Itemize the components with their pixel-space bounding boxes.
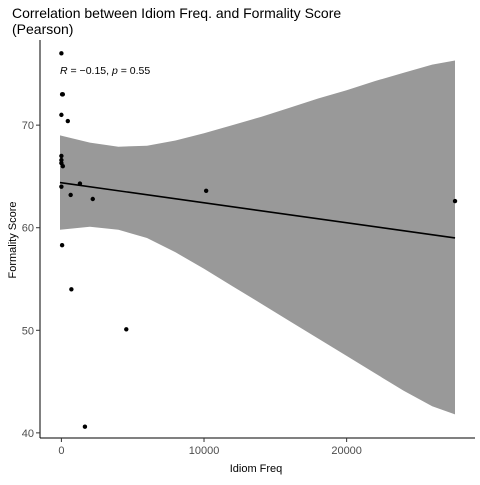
data-point <box>60 163 66 169</box>
x-tick-label: 20000 <box>331 445 362 457</box>
data-point <box>60 92 66 97</box>
regression-line-layer <box>59 181 456 239</box>
p-value: = 0.55 <box>118 65 151 77</box>
y-tick-label: 70 <box>22 120 34 132</box>
correlation-annotation: R = −0.15, p = 0.55 <box>60 65 150 77</box>
data-point <box>59 157 64 163</box>
data-point <box>82 424 88 429</box>
x-tick-label: 0 <box>58 445 64 457</box>
regression-line <box>59 181 456 239</box>
data-point <box>65 118 71 124</box>
y-tick-label: 50 <box>22 325 34 337</box>
y-tick-label: 40 <box>22 428 34 440</box>
confidence-band <box>60 60 455 415</box>
x-axis-title: Idiom Freq <box>230 463 283 475</box>
data-point <box>59 51 64 56</box>
r-value: = −0.15, <box>68 65 112 77</box>
data-point <box>69 287 74 292</box>
x-tick-label: 10000 <box>189 445 220 457</box>
data-point <box>77 181 83 186</box>
y-tick-label: 60 <box>22 223 34 235</box>
p-symbol: p <box>111 65 118 77</box>
data-point <box>452 198 458 204</box>
data-points-layer <box>59 51 458 429</box>
y-axis-title: Formality Score <box>7 201 19 278</box>
data-point <box>59 153 64 159</box>
data-point <box>59 242 65 248</box>
data-point <box>59 112 64 118</box>
data-point <box>124 327 129 332</box>
data-point <box>59 184 64 189</box>
r-symbol: R <box>60 65 68 77</box>
data-point <box>90 196 95 202</box>
data-point <box>203 188 209 193</box>
confidence-band-layer <box>60 60 455 415</box>
chart-subtitle: (Pearson) <box>12 21 73 37</box>
data-point <box>68 192 73 198</box>
axes-layer: 0 10000 20000 40 50 60 70 <box>22 40 475 457</box>
chart-title: Correlation between Idiom Freq. and Form… <box>12 5 341 21</box>
